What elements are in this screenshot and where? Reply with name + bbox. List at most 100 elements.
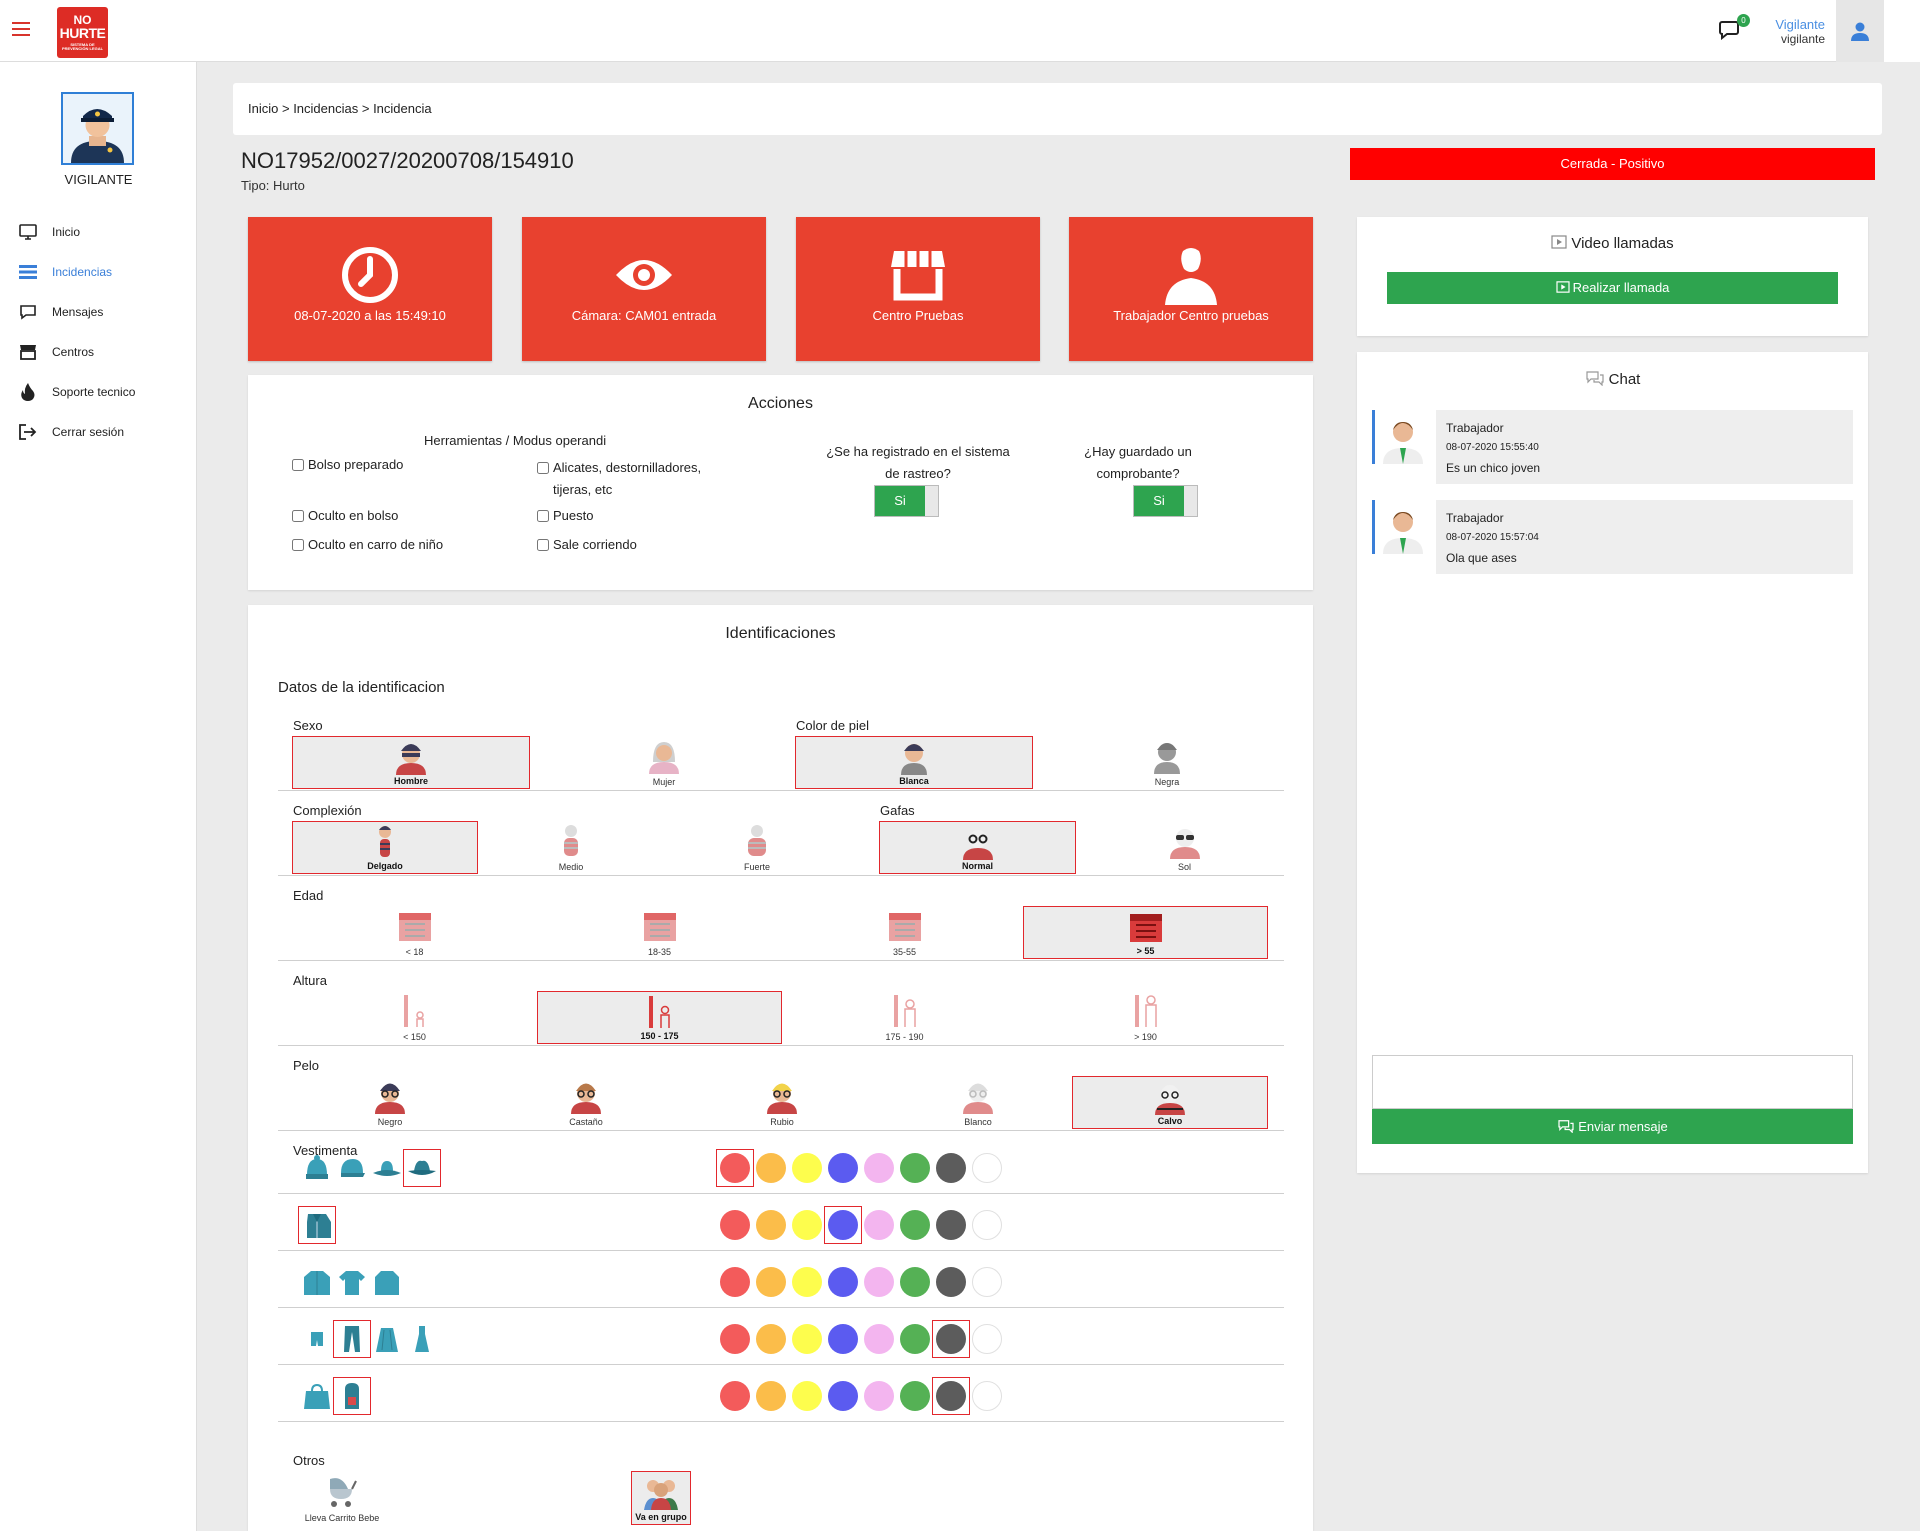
color-swatch[interactable]: [864, 1324, 894, 1354]
color-swatch[interactable]: [936, 1381, 966, 1411]
color-swatch[interactable]: [756, 1381, 786, 1411]
option-sexo-mujer[interactable]: Mujer: [545, 736, 783, 789]
color-swatch[interactable]: [972, 1210, 1002, 1240]
long-sleeve-option[interactable]: [372, 1267, 402, 1297]
option-sexo-hombre[interactable]: Hombre: [292, 736, 530, 789]
color-swatch[interactable]: [756, 1324, 786, 1354]
color-swatch[interactable]: [900, 1153, 930, 1183]
color-swatch[interactable]: [864, 1267, 894, 1297]
checkbox-oculto-bolso[interactable]: Oculto en bolso: [292, 508, 398, 523]
fedora-option[interactable]: [407, 1153, 437, 1183]
tile-worker[interactable]: Trabajador Centro pruebas: [1069, 217, 1313, 361]
color-swatch[interactable]: [720, 1267, 750, 1297]
color-swatch[interactable]: [828, 1267, 858, 1297]
shorts-option[interactable]: [302, 1324, 332, 1354]
dress-option[interactable]: [407, 1324, 437, 1354]
color-swatch[interactable]: [972, 1153, 1002, 1183]
option-edad-mayor-55[interactable]: > 55: [1023, 906, 1268, 959]
chat-message-input[interactable]: [1372, 1055, 1853, 1109]
backpack-option[interactable]: [337, 1381, 367, 1411]
hamburger-icon[interactable]: [12, 22, 30, 36]
color-swatch[interactable]: [792, 1381, 822, 1411]
app-logo[interactable]: NO HURTE SISTEMA DE PREVENCIÓN LEGAL: [57, 7, 108, 58]
color-swatch[interactable]: [900, 1210, 930, 1240]
breadcrumb-incidencias-link[interactable]: Incidencias: [293, 101, 359, 116]
color-swatch[interactable]: [828, 1210, 858, 1240]
color-swatch[interactable]: [792, 1324, 822, 1354]
bucket-hat-option[interactable]: [372, 1153, 402, 1183]
checkbox-bolso-preparado[interactable]: Bolso preparado: [292, 457, 403, 472]
skirt-option[interactable]: [372, 1324, 402, 1354]
checkbox[interactable]: [292, 539, 304, 551]
color-swatch[interactable]: [720, 1381, 750, 1411]
checkbox[interactable]: [537, 539, 549, 551]
color-swatch[interactable]: [828, 1381, 858, 1411]
color-swatch[interactable]: [936, 1153, 966, 1183]
option-otros-carrito[interactable]: Lleva Carrito Bebe: [292, 1471, 392, 1525]
checkbox-sale-corriendo[interactable]: Sale corriendo: [537, 537, 637, 552]
checkbox-oculto-carro[interactable]: Oculto en carro de niño: [292, 537, 443, 552]
option-altura-175-190[interactable]: 175 - 190: [782, 991, 1027, 1044]
color-swatch[interactable]: [828, 1324, 858, 1354]
color-swatch[interactable]: [972, 1267, 1002, 1297]
color-swatch[interactable]: [828, 1153, 858, 1183]
sidebar-item-incidencias[interactable]: Incidencias: [0, 252, 197, 292]
option-pelo-rubio[interactable]: Rubio: [684, 1076, 880, 1129]
color-swatch[interactable]: [756, 1267, 786, 1297]
cap-option[interactable]: [337, 1153, 367, 1183]
color-swatch[interactable]: [756, 1153, 786, 1183]
breadcrumb-home-link[interactable]: Inicio: [248, 101, 279, 116]
checkbox[interactable]: [537, 510, 549, 522]
color-swatch[interactable]: [864, 1210, 894, 1240]
color-swatch[interactable]: [972, 1381, 1002, 1411]
option-pelo-calvo[interactable]: Calvo: [1072, 1076, 1268, 1129]
toggle-comprobante[interactable]: Si: [1133, 485, 1198, 517]
color-swatch[interactable]: [900, 1324, 930, 1354]
tshirt-option[interactable]: [337, 1267, 367, 1297]
jacket-option[interactable]: [302, 1210, 332, 1240]
sidebar-item-cerrar-sesion[interactable]: Cerrar sesión: [0, 412, 197, 452]
color-swatch[interactable]: [720, 1324, 750, 1354]
tile-date[interactable]: 08-07-2020 a las 15:49:10: [248, 217, 492, 361]
checkbox-alicates[interactable]: Alicates, destornilladores, tijeras, etc: [537, 457, 701, 501]
enviar-mensaje-button[interactable]: Enviar mensaje: [1372, 1109, 1853, 1144]
user-avatar-button[interactable]: [1836, 0, 1884, 62]
checkbox[interactable]: [292, 510, 304, 522]
option-complexion-fuerte[interactable]: Fuerte: [664, 821, 850, 874]
option-otros-grupo[interactable]: Va en grupo: [631, 1471, 691, 1525]
realizar-llamada-button[interactable]: Realizar llamada: [1387, 272, 1838, 304]
color-swatch[interactable]: [720, 1210, 750, 1240]
beanie-option[interactable]: [302, 1153, 332, 1183]
color-swatch[interactable]: [720, 1153, 750, 1183]
option-pelo-negro[interactable]: Negro: [292, 1076, 488, 1129]
user-menu[interactable]: Vigilante vigilante: [1775, 18, 1825, 47]
option-edad-menor-18[interactable]: < 18: [292, 906, 537, 959]
color-swatch[interactable]: [792, 1210, 822, 1240]
option-pelo-blanco[interactable]: Blanco: [880, 1076, 1076, 1129]
option-altura-150-175[interactable]: 150 - 175: [537, 991, 782, 1044]
color-swatch[interactable]: [900, 1381, 930, 1411]
color-swatch[interactable]: [792, 1153, 822, 1183]
checkbox[interactable]: [537, 462, 549, 474]
tile-center[interactable]: Centro Pruebas: [796, 217, 1040, 361]
color-swatch[interactable]: [900, 1267, 930, 1297]
option-altura-menor-150[interactable]: < 150: [292, 991, 537, 1044]
color-swatch[interactable]: [864, 1381, 894, 1411]
option-gafas-normal[interactable]: Normal: [879, 821, 1076, 874]
option-edad-18-35[interactable]: 18-35: [537, 906, 782, 959]
option-gafas-sol[interactable]: Sol: [1086, 821, 1283, 874]
sidebar-item-mensajes[interactable]: Mensajes: [0, 292, 197, 332]
color-swatch[interactable]: [792, 1267, 822, 1297]
handbag-option[interactable]: [302, 1381, 332, 1411]
option-piel-negra[interactable]: Negra: [1048, 736, 1286, 789]
messages-button[interactable]: 0: [1718, 14, 1750, 44]
sweater-option[interactable]: [302, 1267, 332, 1297]
color-swatch[interactable]: [756, 1210, 786, 1240]
option-altura-mayor-190[interactable]: > 190: [1023, 991, 1268, 1044]
tile-camera[interactable]: Cámara: CAM01 entrada: [522, 217, 766, 361]
sidebar-item-soporte[interactable]: Soporte tecnico: [0, 372, 197, 412]
color-swatch[interactable]: [936, 1267, 966, 1297]
toggle-rastreo[interactable]: Si: [874, 485, 939, 517]
color-swatch[interactable]: [936, 1324, 966, 1354]
trousers-option[interactable]: [337, 1324, 367, 1354]
